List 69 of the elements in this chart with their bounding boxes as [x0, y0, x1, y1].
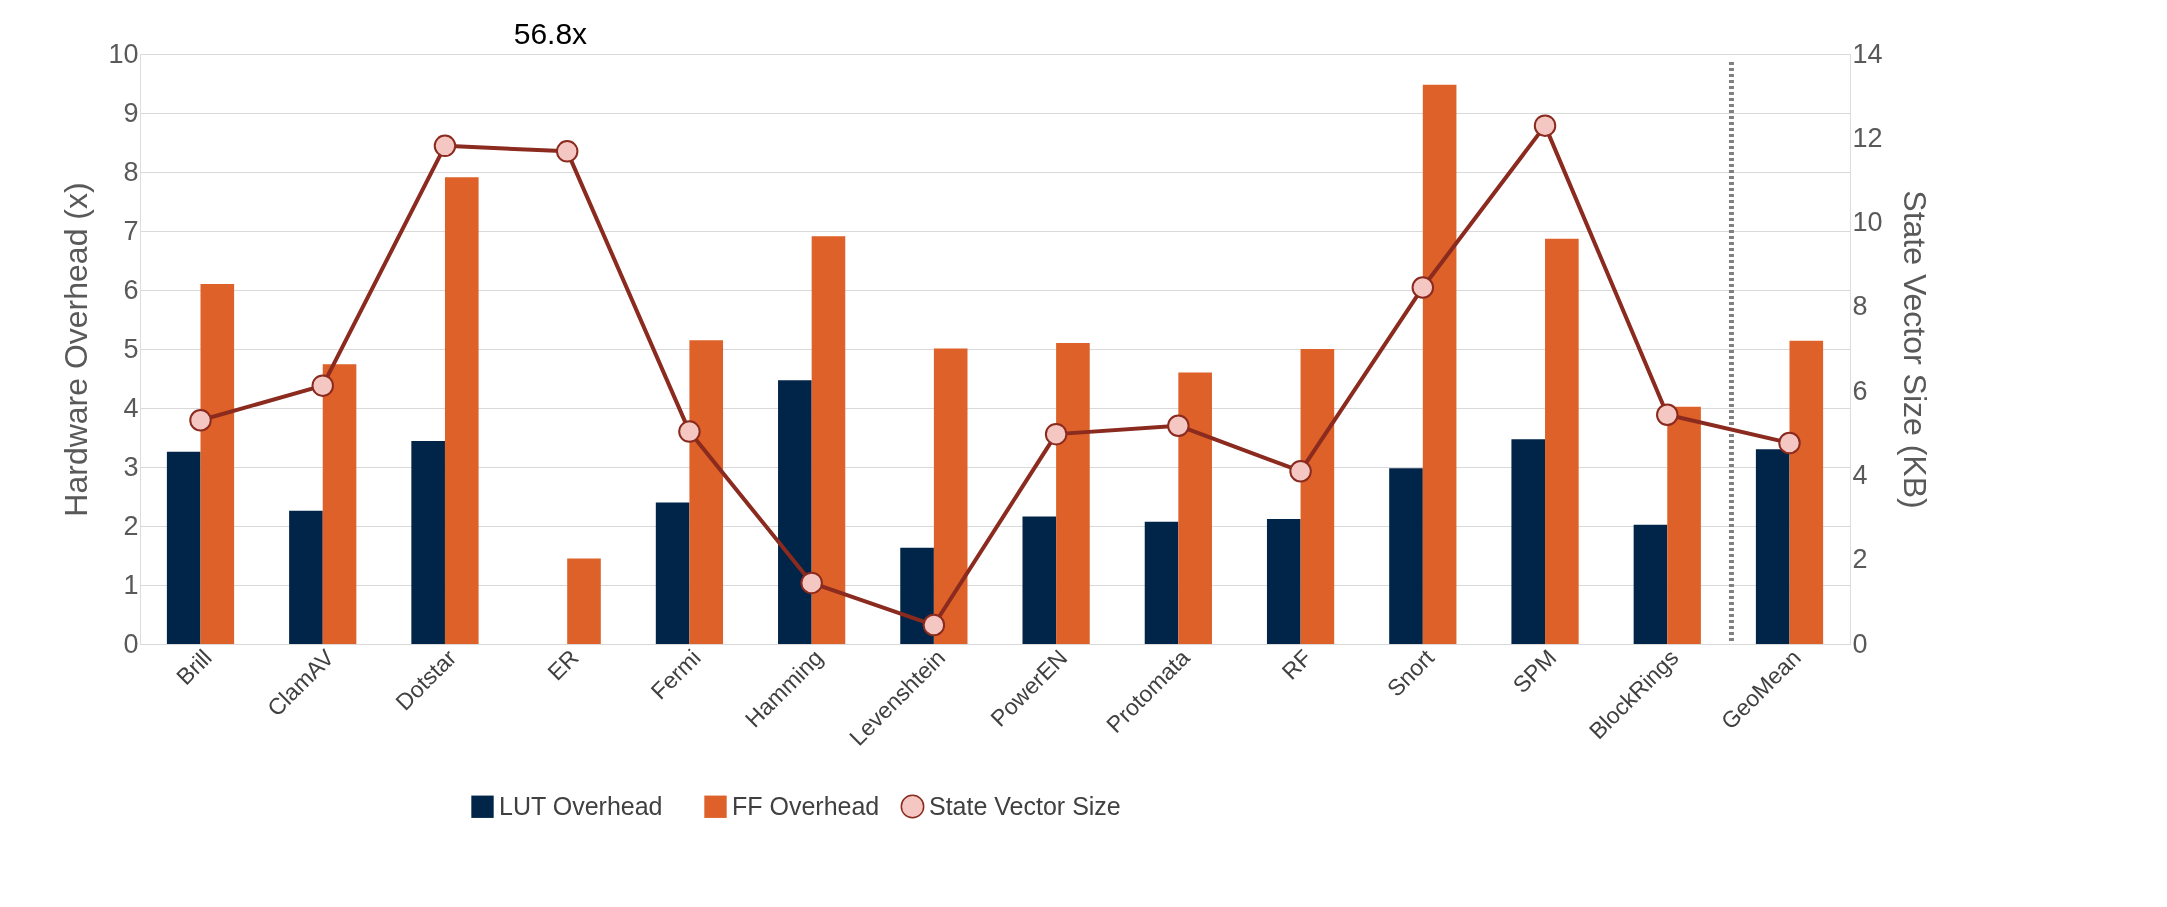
y2-tick-label: 14 [1852, 38, 1883, 69]
bar [1633, 524, 1668, 644]
bar [655, 502, 690, 644]
y-tick-label: 5 [123, 333, 139, 364]
bar [778, 380, 812, 644]
point [678, 420, 701, 443]
y2-tick-label: 10 [1852, 207, 1883, 238]
bar [1789, 340, 1824, 644]
y2-tick-label: 8 [1852, 291, 1868, 322]
y-axis-title: Hardware Overhead (x) [58, 182, 95, 517]
point [1778, 431, 1801, 455]
point [1656, 403, 1679, 426]
x-tick-label: Brill [171, 644, 217, 690]
bar [567, 558, 601, 644]
bar [1545, 238, 1579, 644]
bar [811, 236, 846, 644]
bar [289, 510, 323, 644]
bar [200, 284, 235, 644]
bar [1667, 406, 1701, 644]
y2-tick-label: 2 [1852, 544, 1868, 575]
point [800, 571, 823, 595]
bar [1266, 518, 1301, 644]
y-tick-label: 4 [123, 392, 139, 423]
y-tick-label: 2 [123, 510, 139, 541]
bar [1022, 516, 1057, 644]
point [433, 134, 457, 158]
y2-tick-label: 6 [1852, 375, 1868, 406]
y2-tick-label: 12 [1852, 122, 1883, 153]
legend-label: LUT Overhead [499, 791, 663, 820]
x-tick-label: ER [542, 644, 584, 686]
y-tick-label: 6 [123, 274, 139, 305]
point [189, 408, 212, 432]
y-tick-label: 0 [123, 628, 139, 659]
bar [1511, 439, 1546, 644]
bar [1389, 468, 1423, 644]
point [1044, 422, 1068, 446]
point [1289, 459, 1312, 483]
bar [1144, 521, 1179, 644]
bar [411, 441, 445, 644]
point [1411, 276, 1435, 299]
y-tick-label: 9 [123, 97, 139, 128]
bar [900, 547, 934, 644]
y-tick-label: 7 [123, 215, 139, 246]
y-tick-label: 8 [123, 156, 139, 187]
text: 56.8x [513, 17, 588, 50]
bar [1422, 84, 1457, 644]
y2-tick-label: 4 [1852, 459, 1868, 490]
bar [1755, 449, 1790, 644]
bar [322, 364, 357, 644]
bar [689, 340, 724, 644]
y2-tick-label: 0 [1852, 628, 1868, 659]
y-tick-label: 3 [123, 451, 139, 482]
bar [1056, 343, 1090, 644]
bar [933, 348, 968, 644]
y2-axis-title: State Vector Size (KB) [1896, 190, 1933, 509]
legend-label: FF Overhead [732, 791, 880, 820]
point [922, 613, 946, 637]
point [311, 374, 334, 397]
y-tick-label: 1 [123, 569, 139, 600]
point [1533, 114, 1557, 137]
bar [444, 177, 479, 644]
bar [1178, 372, 1212, 644]
bar [1300, 349, 1335, 644]
y-tick-label: 10 [108, 38, 139, 69]
bar [166, 451, 201, 644]
point [1167, 414, 1190, 437]
point [555, 140, 579, 163]
x-tick-label: RF [1276, 644, 1317, 685]
legend-label: State Vector Size [929, 791, 1121, 820]
